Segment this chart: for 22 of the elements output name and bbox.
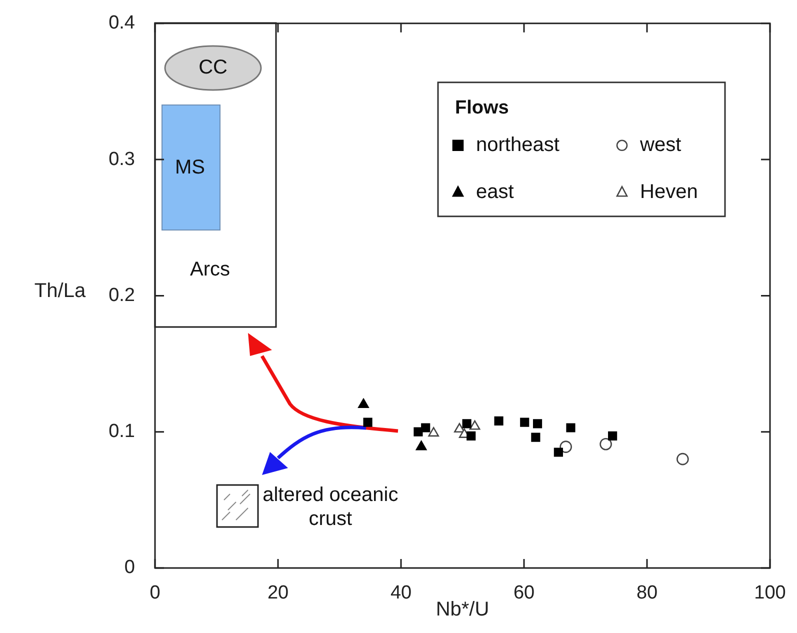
y-tick-label: 0: [124, 557, 135, 578]
x-tick-label: 80: [636, 582, 658, 604]
legend-label: west: [639, 134, 682, 156]
y-tick-label: 0.3: [108, 148, 135, 170]
annotation: altered oceanic crust: [262, 484, 398, 530]
y-tick-label: 0.1: [108, 421, 135, 442]
x-axis-title: Nb*/U: [436, 598, 490, 621]
annotation: CC: [198, 56, 228, 79]
x-tick-label: 0: [150, 582, 160, 604]
x-tick-label: 100: [754, 582, 786, 604]
y-axis-title: Th/La: [34, 280, 86, 302]
legend-label: northeast: [476, 134, 560, 156]
x-tick-label: 60: [513, 582, 535, 604]
annotation: Arcs: [190, 258, 230, 281]
x-tick-label: 20: [267, 582, 289, 604]
y-tick-label: 0.2: [108, 284, 135, 306]
legend-title: Flows: [455, 98, 509, 119]
x-tick-label: 40: [390, 582, 412, 604]
y-tick-label: 0.4: [108, 12, 136, 34]
legend-label: Heven: [640, 180, 698, 203]
legend-label: east: [476, 180, 514, 203]
annotation: MS: [175, 156, 205, 179]
